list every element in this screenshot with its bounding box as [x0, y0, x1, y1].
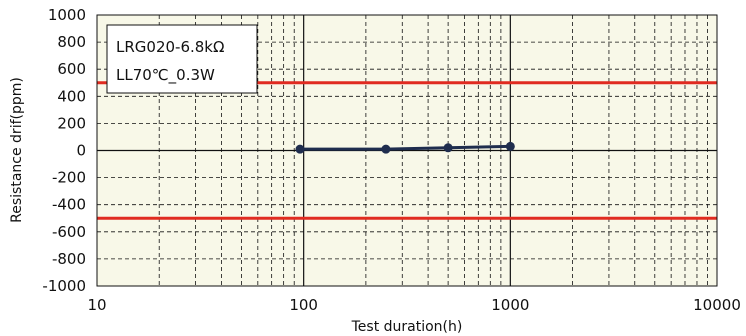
y-tick-label: -400 [52, 196, 86, 214]
y-tick-label: -1000 [42, 277, 86, 295]
y-tick-label: -800 [52, 250, 86, 268]
x-tick-label: 100 [289, 296, 318, 314]
series-group [295, 141, 515, 154]
x-tick-labels: 10 100 1000 10000 [87, 296, 740, 314]
annotation-line-1: LRG020-6.8kΩ [116, 38, 224, 56]
y-tick-label: 400 [57, 87, 86, 105]
y-tick-label: -200 [52, 169, 86, 187]
y-tick-label: -600 [52, 223, 86, 241]
y-tick-label: 600 [57, 60, 86, 78]
data-point [295, 144, 305, 154]
y-axis-title: Resistance drif(ppm) [9, 77, 25, 223]
plot-frame [96, 14, 718, 287]
y-tick-label: 1000 [48, 6, 86, 24]
y-tick-label: 0 [76, 142, 86, 160]
data-point [443, 143, 453, 153]
data-point [381, 144, 391, 154]
y-tick-label: 200 [57, 114, 86, 132]
annotation-frame [106, 24, 258, 94]
x-tick-label: 1000 [491, 296, 529, 314]
data-point [505, 141, 515, 151]
x-axis-title: Test duration(h) [351, 319, 463, 335]
annotation-line-2: LL70℃_0.3W [116, 66, 215, 85]
x-tick-label: 10000 [693, 296, 741, 314]
annotation-box: LRG020-6.8kΩ LL70℃_0.3W [106, 24, 258, 94]
y-tick-label: 800 [57, 33, 86, 51]
series-line [300, 144, 511, 151]
x-tick-label: 10 [87, 296, 106, 314]
y-tick-labels: 1000 800 600 400 200 0 -200 -400 -600 -800 -1000 [42, 6, 86, 295]
